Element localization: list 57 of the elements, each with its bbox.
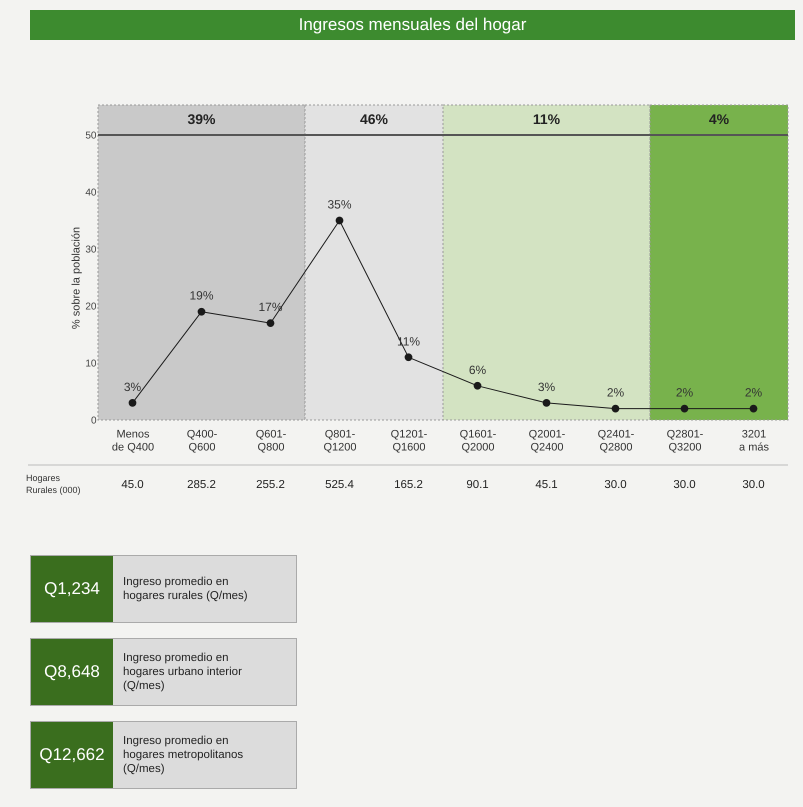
text: 165.2	[394, 479, 423, 491]
data-label: 19%	[189, 288, 214, 303]
band-label: 39%	[187, 111, 216, 127]
data-label: 35%	[327, 198, 352, 212]
data-label: 3%	[124, 380, 142, 394]
text: 90.1	[466, 479, 489, 491]
text: Q12,662	[31, 722, 113, 788]
text: 525.4	[325, 479, 354, 491]
y-tick-label: 30	[85, 244, 97, 256]
text: Q8,648	[31, 639, 113, 705]
point	[680, 404, 688, 412]
y-tick-label: 20	[85, 302, 97, 312]
text: Q1,234	[31, 556, 113, 622]
data-label: 2%	[744, 386, 762, 400]
x-tick-label: Q2001-Q2400	[528, 428, 566, 454]
data-label: 3%	[538, 380, 556, 394]
y-tick-label: 40	[85, 188, 97, 198]
y-tick-label: 10	[85, 358, 97, 370]
band-label: 46%	[360, 111, 389, 127]
point	[750, 404, 758, 412]
text: 45.1	[535, 479, 558, 491]
x-tick-label: Q2801-Q3200	[666, 428, 704, 454]
x-tick-label: Q1201-Q1600	[390, 428, 428, 454]
point	[612, 404, 620, 412]
y-tick-label: 0	[90, 416, 97, 426]
point	[404, 353, 412, 362]
band-label: 4%	[708, 111, 730, 127]
data-label: 2%	[676, 386, 694, 400]
x-tick-label: Q2401-Q2800	[598, 428, 635, 454]
point	[198, 308, 206, 316]
x-tick-label: Q601-Q800	[256, 428, 287, 454]
y-tick-label: 50	[85, 130, 97, 142]
x-tick-label: 3201 a más	[739, 428, 770, 454]
text: Ingreso promedio en hogares urbano interior (Q/mes)	[122, 651, 243, 694]
text: Hogares Rurales (000)	[26, 473, 81, 495]
point	[336, 216, 344, 224]
x-tick-label: Q1601-Q2000	[460, 428, 497, 454]
text: 30.0	[604, 479, 627, 491]
text: Ingreso promedio en hogares metropolitanos (Q/mes)	[122, 734, 244, 777]
x-tick-label: Q400-Q600	[186, 428, 218, 454]
point	[474, 382, 482, 390]
point	[266, 319, 274, 327]
data-label: 6%	[468, 362, 486, 377]
text: 255.2	[256, 479, 285, 491]
y-axis-title: % sobre la población	[70, 226, 82, 330]
band-label: 11%	[532, 111, 561, 127]
text: 285.2	[187, 479, 216, 491]
text: 30.0	[742, 479, 765, 491]
x-tick-label: Menos de Q400	[112, 428, 154, 454]
text: Ingreso promedio en hogares rurales (Q/mes)	[122, 575, 249, 604]
text: 45.0	[121, 479, 144, 491]
chart-title: Ingresos mensuales del hogar	[30, 10, 795, 40]
data-label: 2%	[606, 386, 624, 400]
point	[128, 399, 136, 407]
point	[542, 399, 550, 407]
text: 30.0	[673, 479, 696, 491]
x-tick-label: Q801-Q1200	[323, 428, 357, 454]
